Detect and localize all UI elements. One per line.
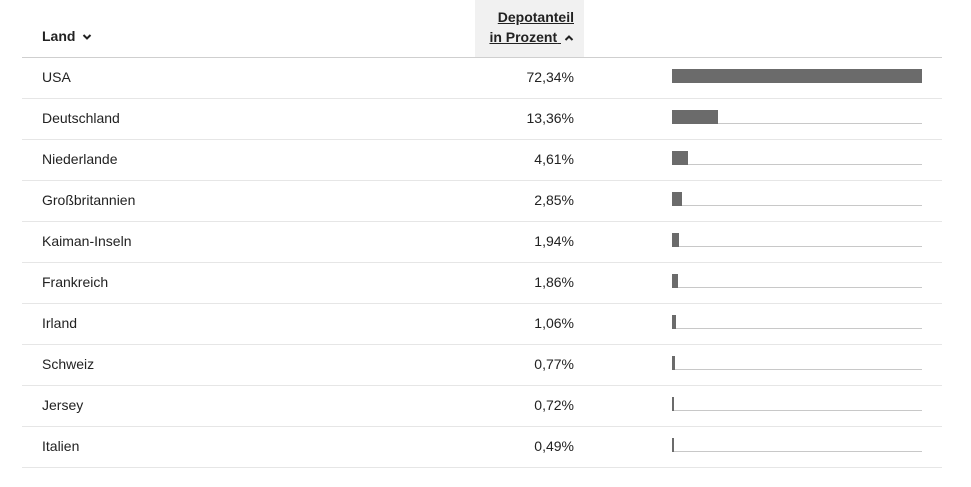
share-header-line1[interactable]: Depotanteil — [497, 9, 574, 25]
share-bar — [672, 110, 719, 124]
land-header[interactable]: Land — [42, 28, 92, 44]
share-bar — [672, 356, 675, 370]
share-value: 1,06% — [534, 315, 574, 331]
row-divider — [22, 98, 942, 99]
country-name: Großbritannien — [42, 192, 136, 208]
bar-track — [672, 451, 922, 452]
share-bar — [672, 315, 676, 329]
share-bar — [672, 151, 688, 165]
country-name: Irland — [42, 315, 78, 331]
share-value: 72,34% — [526, 69, 574, 85]
land-header-text[interactable]: Land — [42, 28, 76, 44]
row-divider — [22, 467, 942, 468]
row-divider — [22, 221, 942, 222]
share-bar — [672, 274, 679, 288]
share-value: 0,72% — [534, 397, 574, 413]
chevron-down — [83, 34, 92, 40]
bar-track — [672, 123, 922, 124]
share-value: 0,49% — [534, 438, 574, 454]
country-name: Schweiz — [42, 356, 95, 372]
share-value: 2,85% — [534, 192, 574, 208]
country-name: Deutschland — [42, 110, 120, 126]
row-divider — [22, 385, 942, 386]
country-name: Italien — [42, 438, 80, 454]
share-value: 1,86% — [534, 274, 574, 290]
share-value: 1,94% — [534, 233, 574, 249]
bar-track — [672, 164, 922, 165]
bar-track — [672, 410, 922, 411]
share-value: 4,61% — [534, 151, 574, 167]
row-divider — [22, 344, 942, 345]
row-divider — [22, 180, 942, 181]
share-value: 13,36% — [526, 110, 574, 126]
share-bar — [672, 192, 682, 206]
share-bar — [672, 397, 675, 411]
header-divider — [22, 57, 942, 58]
country-name: Niederlande — [42, 151, 118, 167]
chevron-up — [564, 35, 574, 41]
sorted-column-header-bg — [475, 0, 584, 57]
share-value: 0,77% — [534, 356, 574, 372]
country-name: USA — [42, 69, 71, 85]
share-bar — [672, 438, 674, 452]
share-bar — [672, 233, 679, 247]
bar-track — [672, 328, 922, 329]
bar-track — [672, 246, 922, 247]
row-divider — [22, 262, 942, 263]
row-divider — [22, 426, 942, 427]
bar-track — [672, 287, 922, 288]
bar-track — [672, 369, 922, 370]
bar-track — [672, 205, 922, 206]
country-name: Jersey — [42, 397, 84, 413]
share-bar — [672, 69, 922, 83]
share-header-text[interactable]: in Prozent — [489, 29, 558, 45]
row-divider — [22, 303, 942, 304]
country-name: Kaiman-Inseln — [42, 233, 132, 249]
share-header-line2[interactable]: in Prozent — [489, 29, 574, 45]
row-divider — [22, 139, 942, 140]
country-name: Frankreich — [42, 274, 109, 290]
